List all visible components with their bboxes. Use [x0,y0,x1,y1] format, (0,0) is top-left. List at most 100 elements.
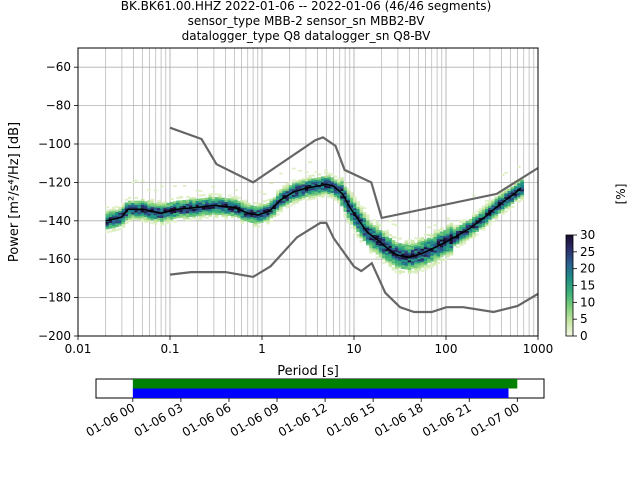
histogram-cell [475,210,479,213]
histogram-cell [520,196,524,200]
histogram-cell [292,194,296,198]
histogram-cell [111,210,116,213]
histogram-cell [237,212,241,215]
histogram-cell [118,208,122,211]
histogram-cell [346,213,351,216]
histogram-cell [404,251,409,255]
histogram-cell [282,185,286,188]
histogram-cell [150,218,155,221]
histogram-cell [279,200,283,203]
histogram-cell [121,221,126,225]
histogram-cell [427,247,431,250]
histogram-cell [304,194,309,197]
histogram-cell [394,244,399,247]
histogram-cell [423,264,428,267]
histogram-cell [517,181,521,184]
histogram-cell [198,207,203,211]
histogram-cell [404,246,409,249]
histogram-cell [105,215,110,218]
histogram-cell [250,220,254,223]
histogram-cell [259,207,264,210]
histogram-cell [378,249,383,252]
histogram-cell [407,248,412,251]
colorbar-tick-label: 0 [580,329,588,343]
histogram-cell [288,196,293,199]
histogram-cell [179,215,184,218]
histogram-cell [121,208,126,211]
histogram-cell [301,180,306,183]
histogram-cell [343,190,348,193]
histogram-cell [214,206,219,209]
histogram-cell [195,200,200,203]
histogram-cell [330,192,335,195]
histogram-cell [285,192,290,196]
histogram-cell [205,197,209,200]
x-axis-label: Period [s] [277,364,339,379]
histogram-cell [156,207,161,211]
histogram-cell [353,196,357,199]
histogram-cell [337,187,341,191]
histogram-cell [449,239,454,243]
histogram-cell [520,191,524,194]
histogram-cell [484,220,489,223]
histogram-cell [417,241,422,245]
histogram-cell [423,233,428,236]
histogram-cell [147,219,151,222]
histogram-cell [298,198,303,201]
histogram-cell [394,255,399,258]
coverage-bars [132,379,518,398]
histogram-cell [349,211,354,214]
histogram-cell [436,242,441,246]
histogram-cell [153,216,158,220]
histogram-cell [375,233,380,236]
histogram-cell [481,213,486,216]
histogram-cell [446,235,450,239]
histogram-cell [147,205,151,209]
histogram-cell [275,203,280,206]
histogram-cell [378,235,383,239]
histogram-cell [240,217,245,220]
histogram-cell [173,210,177,214]
histogram-cell [398,260,402,263]
histogram-cell [436,238,441,242]
histogram-cell [156,209,161,212]
histogram-cell [272,208,277,212]
histogram-cell [401,262,405,266]
histogram-cell [166,202,171,205]
histogram-cell [134,179,139,182]
x-tick-label: 1 [258,342,266,356]
histogram-cell [507,192,512,195]
histogram-cell [465,236,470,239]
histogram-cell [423,256,428,259]
histogram-cell [285,204,290,207]
histogram-cell [259,210,264,214]
histogram-cell [394,270,399,274]
histogram-cell [314,193,319,196]
histogram-cell [279,210,283,213]
histogram-cell [163,207,167,210]
histogram-cell [414,244,418,247]
histogram-cell [449,253,454,256]
histogram-cell [134,196,139,200]
histogram-cell [256,217,261,220]
histogram-cell [427,260,431,264]
histogram-cell [372,244,377,247]
histogram-cell [507,200,512,203]
histogram-cell [375,252,380,255]
histogram-cell [234,195,238,198]
histogram-cell [353,209,357,213]
histogram-cell [365,216,370,219]
histogram-cell [224,207,229,210]
histogram-cell [488,215,492,218]
histogram-cell [198,211,203,215]
y-tick-label: −100 [38,137,71,151]
histogram-cell [340,182,344,186]
histogram-cell [375,221,380,224]
histogram-cell [292,200,296,203]
histogram-cell [131,200,135,203]
histogram-cell [356,229,360,233]
histogram-cell [234,214,238,217]
histogram-cell [385,250,389,254]
histogram-cell [118,214,122,217]
histogram-cell [263,193,267,195]
